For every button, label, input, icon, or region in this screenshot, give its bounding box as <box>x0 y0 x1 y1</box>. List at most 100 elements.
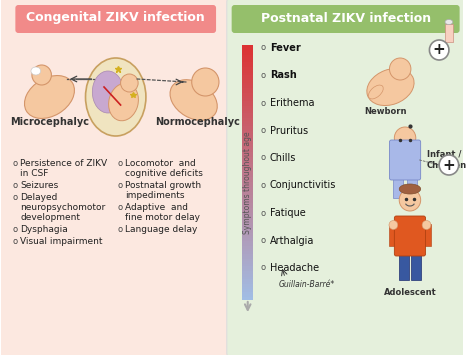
Bar <box>422 224 431 246</box>
Circle shape <box>439 155 459 175</box>
Bar <box>242 203 253 206</box>
Bar <box>242 106 253 109</box>
Bar <box>242 78 253 81</box>
Bar <box>242 57 253 60</box>
Ellipse shape <box>25 76 74 119</box>
Text: fine motor delay: fine motor delay <box>126 213 201 222</box>
Ellipse shape <box>367 69 414 105</box>
Text: o: o <box>12 181 18 190</box>
Bar <box>242 98 253 101</box>
Bar <box>242 192 253 196</box>
Bar <box>242 238 253 241</box>
Ellipse shape <box>389 220 398 229</box>
Bar <box>242 141 253 144</box>
Ellipse shape <box>394 127 416 149</box>
Text: impediments: impediments <box>126 191 185 200</box>
Text: o: o <box>261 126 266 135</box>
Text: Guillain-Barré*: Guillain-Barré* <box>278 280 335 289</box>
FancyBboxPatch shape <box>0 0 231 355</box>
Bar <box>242 159 253 162</box>
Text: o: o <box>261 236 266 245</box>
Bar <box>242 180 253 183</box>
Bar <box>242 55 253 58</box>
Bar <box>242 264 253 267</box>
Text: o: o <box>12 225 18 234</box>
Text: Rash: Rash <box>270 71 296 81</box>
Text: development: development <box>20 213 80 222</box>
Ellipse shape <box>399 184 420 194</box>
Text: Chills: Chills <box>270 153 296 163</box>
Text: o: o <box>118 225 123 234</box>
Bar <box>242 244 253 246</box>
Text: Arthalgia: Arthalgia <box>270 235 314 246</box>
Bar <box>242 197 253 201</box>
Text: o: o <box>12 193 18 202</box>
Bar <box>242 100 253 104</box>
Ellipse shape <box>109 83 138 121</box>
Bar <box>242 269 253 272</box>
Bar <box>242 119 253 121</box>
Bar <box>242 292 253 295</box>
Text: Erithema: Erithema <box>270 98 314 108</box>
Ellipse shape <box>422 220 431 229</box>
Bar <box>242 236 253 239</box>
Bar <box>242 72 253 76</box>
Bar <box>389 224 398 246</box>
Bar <box>242 167 253 170</box>
Bar <box>242 91 253 93</box>
Text: o: o <box>118 203 123 212</box>
Ellipse shape <box>170 80 217 120</box>
Text: Postnatal ZIKV infection: Postnatal ZIKV infection <box>261 11 431 24</box>
Bar <box>242 65 253 68</box>
Bar <box>242 182 253 185</box>
Bar <box>242 231 253 234</box>
Bar <box>242 108 253 111</box>
Bar <box>242 195 253 198</box>
Bar <box>242 241 253 244</box>
Text: Pruritus: Pruritus <box>270 126 308 136</box>
Text: o: o <box>261 263 266 273</box>
Bar <box>242 103 253 106</box>
Bar <box>242 88 253 91</box>
Bar <box>242 113 253 116</box>
Bar <box>242 121 253 124</box>
Bar <box>242 116 253 119</box>
Bar <box>242 297 253 300</box>
Ellipse shape <box>368 85 383 99</box>
Bar <box>242 205 253 208</box>
Bar <box>242 139 253 142</box>
Bar <box>242 60 253 63</box>
Text: Newborn: Newborn <box>365 107 407 116</box>
Bar <box>242 134 253 137</box>
Bar <box>242 177 253 180</box>
Bar <box>445 24 453 42</box>
Bar <box>242 169 253 173</box>
Text: Visual impairment: Visual impairment <box>20 237 103 246</box>
Text: Microcephalyc: Microcephalyc <box>10 117 89 127</box>
Bar <box>242 44 253 48</box>
Bar <box>242 272 253 274</box>
Ellipse shape <box>31 67 41 75</box>
Circle shape <box>429 40 449 60</box>
Text: in CSF: in CSF <box>20 169 49 178</box>
Bar <box>242 187 253 190</box>
Text: o: o <box>261 98 266 108</box>
Text: o: o <box>261 181 266 190</box>
Text: neuropsychomotor: neuropsychomotor <box>20 203 106 212</box>
Text: Persistence of ZIKV: Persistence of ZIKV <box>20 159 107 168</box>
Bar <box>242 154 253 157</box>
Ellipse shape <box>92 71 124 113</box>
Ellipse shape <box>399 189 420 211</box>
Bar <box>242 266 253 269</box>
Bar <box>242 70 253 73</box>
Bar <box>411 252 420 280</box>
Bar <box>242 80 253 83</box>
Bar <box>242 131 253 134</box>
Bar <box>242 233 253 236</box>
Text: Conjunctivitis: Conjunctivitis <box>270 180 336 191</box>
Bar <box>242 67 253 71</box>
Text: Fatique: Fatique <box>270 208 305 218</box>
Ellipse shape <box>85 58 146 136</box>
Bar <box>242 152 253 155</box>
Text: Congenital ZIKV infection: Congenital ZIKV infection <box>27 11 205 24</box>
